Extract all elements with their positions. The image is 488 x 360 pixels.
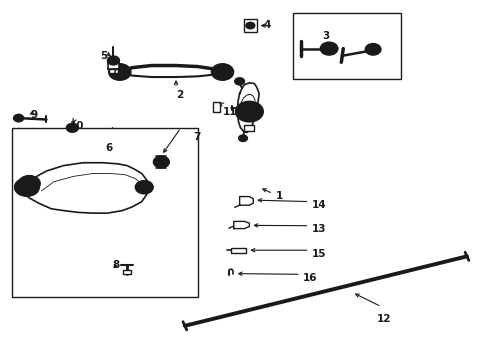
Circle shape xyxy=(235,102,263,122)
Circle shape xyxy=(211,64,233,80)
Bar xyxy=(123,270,131,274)
Bar xyxy=(244,19,256,32)
Bar xyxy=(12,128,198,297)
Bar xyxy=(108,69,118,73)
Circle shape xyxy=(238,135,247,141)
Bar xyxy=(230,248,246,253)
Text: 16: 16 xyxy=(303,273,317,283)
Circle shape xyxy=(107,56,119,65)
Text: 3: 3 xyxy=(322,31,329,41)
Circle shape xyxy=(135,181,153,194)
Circle shape xyxy=(15,178,39,196)
Text: 2: 2 xyxy=(176,90,183,100)
Text: 12: 12 xyxy=(376,314,390,324)
Text: 11: 11 xyxy=(222,107,237,117)
Text: 14: 14 xyxy=(311,200,326,210)
Bar xyxy=(293,13,400,79)
Bar xyxy=(243,125,254,131)
Circle shape xyxy=(109,64,130,80)
Text: 5: 5 xyxy=(100,51,107,61)
Circle shape xyxy=(320,42,337,55)
Circle shape xyxy=(66,123,78,132)
Text: 13: 13 xyxy=(311,224,326,234)
Text: 8: 8 xyxy=(112,260,120,270)
Circle shape xyxy=(365,44,380,55)
Text: 4: 4 xyxy=(263,20,270,30)
Circle shape xyxy=(19,176,40,192)
Circle shape xyxy=(153,156,169,168)
Bar xyxy=(107,62,119,69)
Text: 15: 15 xyxy=(311,249,326,259)
Text: 7: 7 xyxy=(193,132,200,142)
Text: 10: 10 xyxy=(69,121,84,131)
Text: 1: 1 xyxy=(276,191,283,201)
Bar xyxy=(212,102,220,112)
Circle shape xyxy=(234,78,244,85)
Text: 6: 6 xyxy=(105,143,112,153)
Circle shape xyxy=(245,22,254,29)
Text: 9: 9 xyxy=(30,110,38,120)
Circle shape xyxy=(14,114,23,122)
